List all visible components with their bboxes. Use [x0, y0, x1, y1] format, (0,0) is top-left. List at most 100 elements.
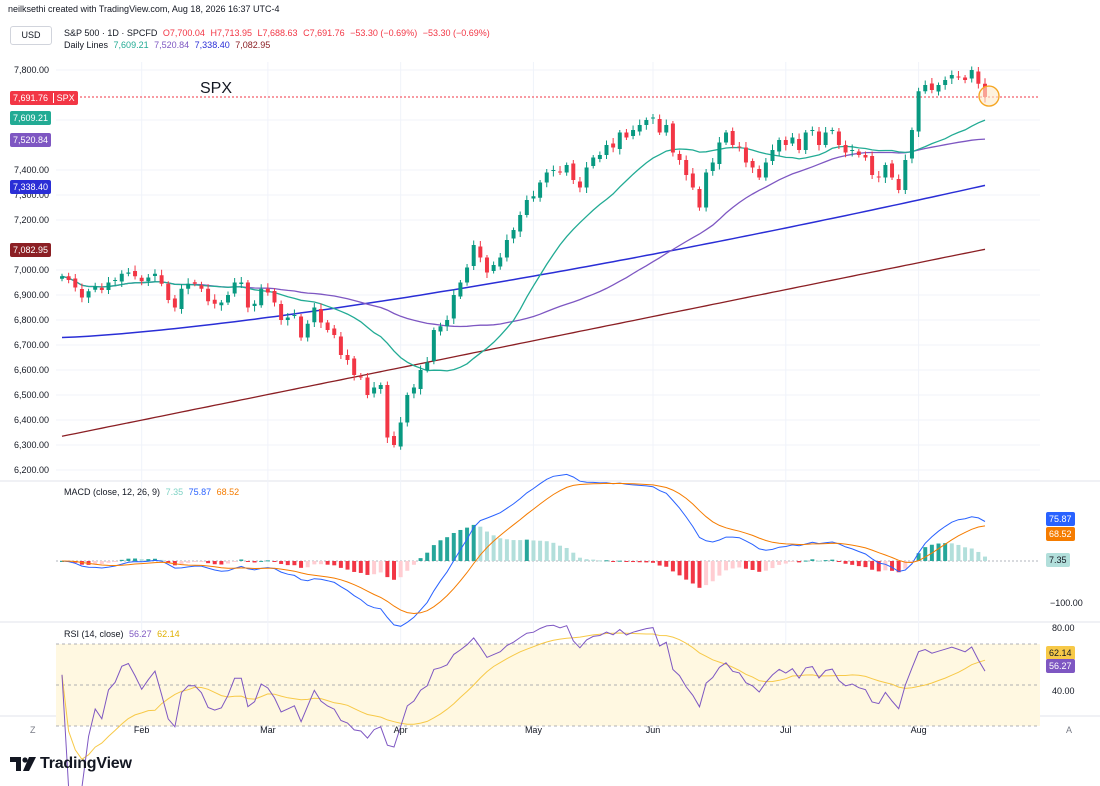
macd-hist-bar [823, 560, 828, 562]
price-tick-label: 7,300.00 [14, 190, 49, 200]
candle-body [511, 230, 516, 239]
candle-body [418, 370, 423, 389]
candle-body [345, 355, 350, 360]
macd-hist-bar [936, 543, 941, 561]
candle-body [757, 169, 762, 178]
candle-body [890, 163, 895, 178]
macd-hist-bar [763, 561, 768, 571]
candle-body [206, 288, 211, 302]
macd-hist-bar [119, 559, 124, 561]
macd-hist-bar [876, 561, 881, 572]
candle-body [750, 161, 755, 168]
candle-body [524, 200, 529, 215]
symbol-legend: S&P 500 · 1D · SPCFD O7,700.04 H7,713.95… [64, 28, 493, 38]
currency-button[interactable]: USD [10, 26, 52, 45]
macd-hist-bar [883, 561, 888, 571]
candle-body [305, 323, 310, 338]
candle-body [226, 295, 230, 303]
candle-body [365, 377, 370, 395]
macd-hist-bar [372, 561, 377, 575]
candle-body [232, 282, 237, 294]
price-tick-label: 6,700.00 [14, 340, 49, 350]
brand-text: TradingView [40, 755, 132, 772]
candle-body [836, 131, 841, 145]
macd-hist-bar [451, 532, 456, 561]
candle-body [438, 326, 443, 332]
candle-body [936, 85, 941, 92]
rsi-label: RSI (14, close) [64, 629, 124, 639]
price-tick-label: 6,900.00 [14, 290, 49, 300]
macd-hist-bar [518, 540, 523, 561]
macd-hist-bar [252, 561, 257, 563]
macd-hist-bar [670, 561, 675, 572]
macd-hist-bar [438, 540, 443, 561]
macd-hist-bar [531, 540, 536, 561]
macd-hist-bar [378, 561, 383, 573]
macd-hist-bar [591, 559, 596, 561]
macd-hist-bar [737, 561, 742, 568]
time-tick-label: Mar [260, 725, 276, 735]
candle-body [93, 286, 98, 290]
macd-hist-bar [524, 539, 529, 561]
candle-body [650, 117, 655, 119]
candle-body [471, 245, 476, 266]
candle-body [279, 304, 284, 320]
candle-body [358, 376, 363, 378]
candle-body [212, 299, 217, 304]
macd-hist-bar [365, 561, 370, 575]
candle-body [312, 307, 317, 323]
macd-hist-bar [697, 561, 702, 588]
candle-body [624, 132, 629, 138]
macd-hist-bar [677, 561, 682, 576]
log-scale-button[interactable]: Z [30, 725, 36, 735]
macd-hist-value: 7.35 [165, 487, 184, 497]
macd-hist-bar [710, 561, 715, 582]
macd-hist-bar [305, 561, 310, 568]
change-value: −53.30 (−0.69%) [350, 28, 418, 38]
candle-body [883, 165, 888, 178]
macd-hist-bar [617, 560, 622, 562]
macd-hist-bar [850, 561, 855, 565]
candle-body [172, 298, 177, 308]
macd-hist-bar [684, 561, 689, 580]
candle-body [943, 80, 948, 85]
candle-body [113, 280, 118, 281]
candle-body [830, 130, 835, 131]
macd-hist-bar [803, 560, 808, 562]
candle-body [770, 150, 775, 161]
macd-hist-bar [458, 529, 463, 561]
candle-body [949, 75, 954, 79]
macd-hist-bar [418, 558, 423, 561]
candle-body [730, 131, 735, 145]
macd-line [61, 473, 986, 627]
macd-line-tag: 75.87 [1046, 512, 1075, 526]
candle-body [704, 172, 709, 208]
tradingview-logo: TradingView [10, 753, 132, 775]
ma50-line [61, 138, 986, 328]
candle-body [790, 137, 795, 144]
macd-hist-bar [471, 524, 476, 561]
macd-hist-bar [551, 542, 556, 561]
candle-body [564, 165, 569, 173]
auto-scale-button[interactable]: A [1066, 725, 1073, 735]
time-tick-label: Aug [911, 725, 927, 735]
macd-hist-bar [484, 531, 489, 561]
candle-body [252, 303, 257, 306]
spx-annotation: SPX [200, 80, 233, 97]
macd-hist-bar [212, 561, 217, 565]
macd-hist-bar [431, 545, 436, 561]
rsi-tick-low: 40.00 [1052, 686, 1075, 696]
last-price-symbol: SPX [52, 93, 75, 103]
daily-lines-label: Daily Lines [64, 40, 109, 50]
candle-body [803, 132, 808, 150]
macd-hist-bar [870, 561, 875, 570]
macd-hist-bar [504, 539, 509, 561]
rsi-tick-high: 80.00 [1052, 623, 1075, 633]
candle-body [916, 91, 921, 132]
candle-body [186, 283, 191, 289]
macd-hist-bar [265, 560, 270, 562]
macd-hist-bar [318, 561, 323, 565]
candle-body [631, 130, 636, 136]
macd-hist-bar [830, 559, 835, 561]
